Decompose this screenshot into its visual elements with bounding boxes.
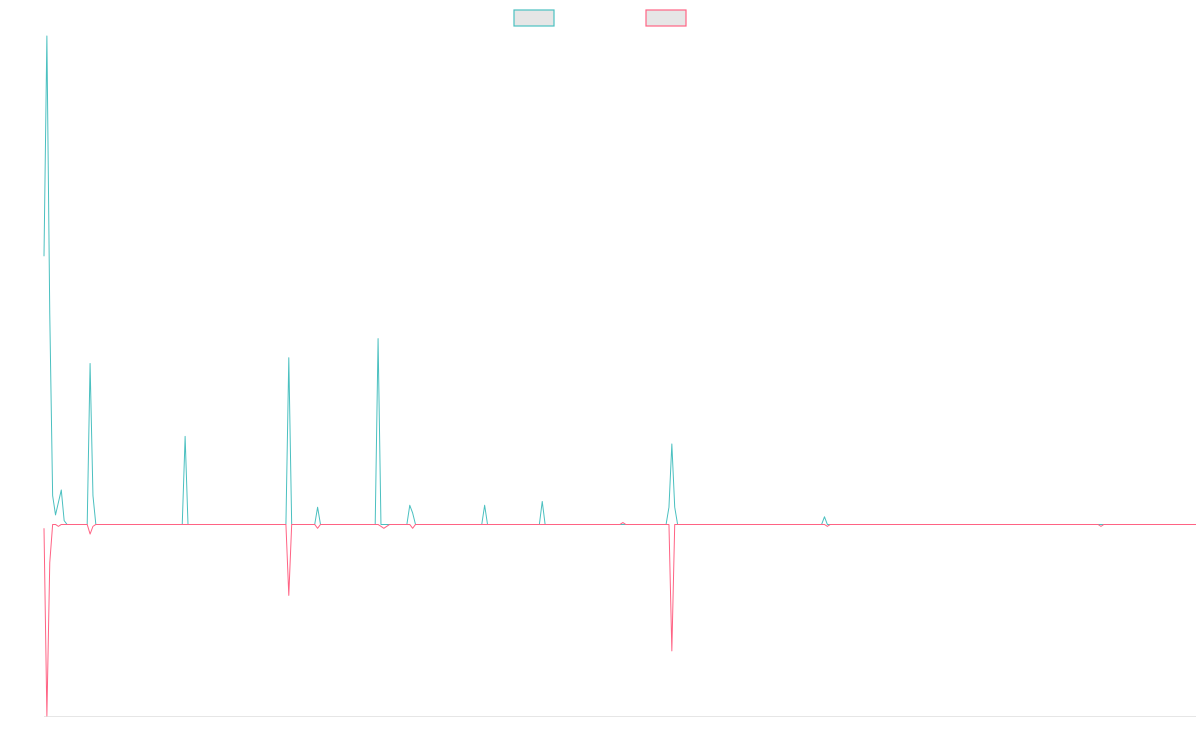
legend bbox=[513, 9, 687, 27]
series-line-1 bbox=[43, 35, 1196, 525]
plot-area bbox=[43, 35, 1196, 717]
legend-swatch-1[interactable] bbox=[513, 9, 555, 27]
legend-swatch-2[interactable] bbox=[645, 9, 687, 27]
series-line-2 bbox=[43, 522, 1196, 717]
